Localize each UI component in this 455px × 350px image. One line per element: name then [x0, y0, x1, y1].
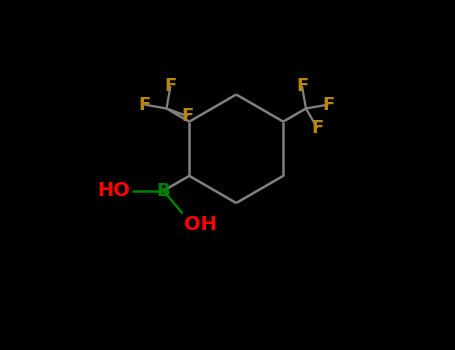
Text: OH: OH — [184, 215, 217, 234]
Text: F: F — [138, 96, 150, 113]
Text: F: F — [296, 77, 308, 95]
Text: B: B — [157, 182, 170, 200]
Text: HO: HO — [97, 181, 130, 200]
Text: F: F — [164, 77, 177, 95]
Text: F: F — [182, 107, 194, 125]
Text: F: F — [311, 119, 324, 137]
Text: F: F — [322, 96, 334, 113]
